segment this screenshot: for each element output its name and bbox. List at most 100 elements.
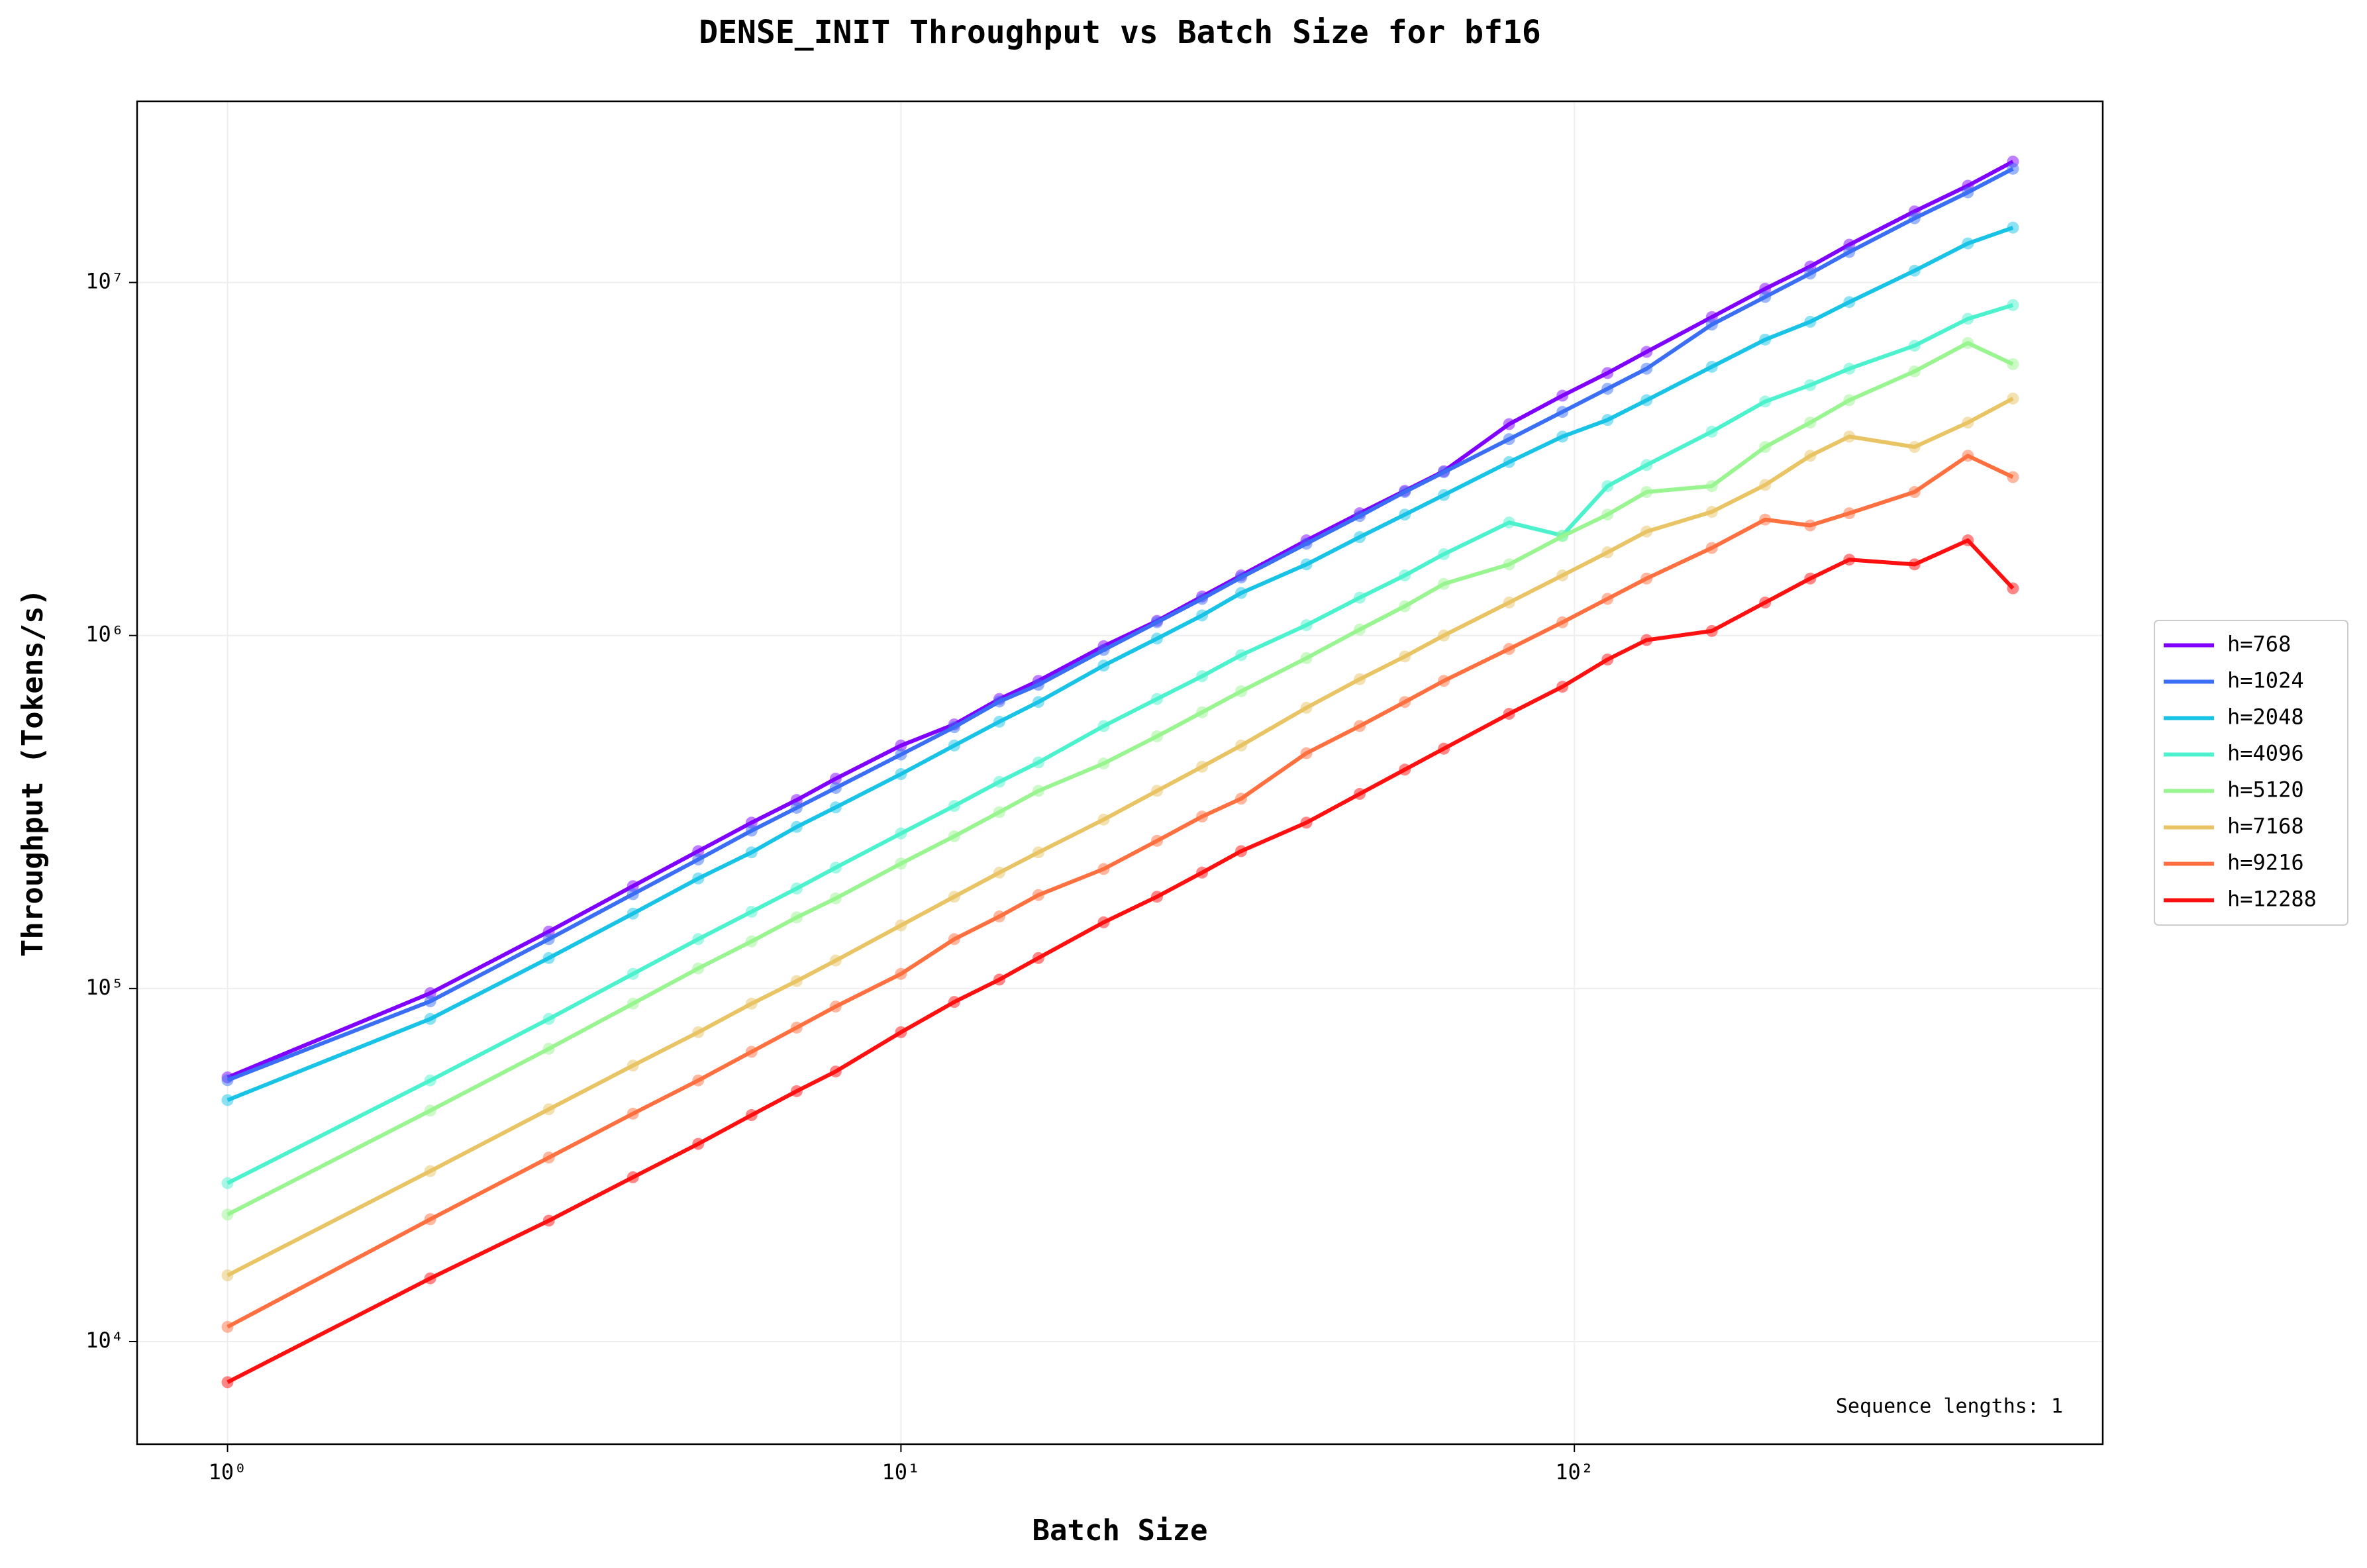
data-point (1908, 264, 1921, 277)
data-point (1354, 623, 1366, 636)
data-point (1601, 509, 1614, 521)
annotation: Sequence lengths: 1 (1836, 1395, 2063, 1418)
data-point (1097, 863, 1110, 875)
data-point (627, 888, 639, 901)
data-point (1640, 362, 1653, 375)
data-point (542, 1214, 555, 1227)
data-point (1759, 291, 1772, 303)
data-point (1759, 513, 1772, 526)
data-point (1640, 459, 1653, 471)
data-point (1196, 670, 1209, 683)
data-point (829, 1001, 842, 1013)
data-point (627, 967, 639, 980)
data-point (1503, 558, 1515, 571)
data-point (1804, 379, 1817, 391)
data-point (790, 820, 803, 833)
data-point (1556, 430, 1569, 443)
data-point (1300, 701, 1313, 714)
data-point (993, 775, 1005, 788)
data-point (424, 1074, 436, 1087)
data-point (2007, 392, 2019, 405)
data-point (1196, 593, 1209, 605)
data-point (1843, 394, 1856, 407)
data-point (1097, 758, 1110, 770)
data-point (1300, 816, 1313, 829)
data-point (1150, 730, 1163, 743)
data-point (1640, 346, 1653, 358)
data-point (829, 954, 842, 967)
data-point (1640, 572, 1653, 585)
data-point (1908, 441, 1921, 454)
data-point (790, 1021, 803, 1034)
data-point (1843, 554, 1856, 566)
series-line (227, 167, 2014, 1083)
legend-label: h=4096 (2227, 741, 2304, 766)
data-point (1705, 624, 1718, 637)
data-point (1843, 430, 1856, 443)
data-point (2007, 221, 2019, 234)
data-point (627, 1107, 639, 1120)
data-point (1235, 685, 1248, 697)
data-point (1196, 760, 1209, 773)
data-point (1354, 510, 1366, 522)
data-point (1150, 785, 1163, 797)
data-point (1300, 747, 1313, 760)
data-point (1354, 673, 1366, 685)
data-point (221, 1074, 234, 1087)
data-point (1759, 441, 1772, 454)
data-point (745, 997, 758, 1010)
data-point (1399, 763, 1411, 776)
data-point (790, 1085, 803, 1097)
data-point (1399, 600, 1411, 612)
data-point (1032, 756, 1044, 769)
data-point (221, 1376, 234, 1389)
data-point (1705, 318, 1718, 331)
data-point (1705, 425, 1718, 438)
y-tick-label: 10⁵ (85, 975, 124, 1000)
data-point (1399, 650, 1411, 663)
data-point (424, 1213, 436, 1226)
data-point (1150, 616, 1163, 628)
x-tick-label: 10⁰ (209, 1459, 247, 1485)
data-point (1843, 296, 1856, 309)
data-point (1300, 558, 1313, 571)
series-line (227, 454, 2014, 1329)
data-point (1705, 542, 1718, 554)
y-tick-label: 10⁴ (85, 1328, 124, 1353)
legend-label: h=9216 (2227, 850, 2304, 875)
data-point (829, 1065, 842, 1078)
data-point (1399, 509, 1411, 521)
data-point (424, 995, 436, 1008)
data-point (1601, 383, 1614, 395)
data-point (1804, 450, 1817, 462)
data-point (829, 892, 842, 905)
data-point (895, 748, 907, 761)
data-point (1556, 406, 1569, 418)
data-point (1354, 787, 1366, 800)
data-point (1399, 569, 1411, 581)
data-point (895, 919, 907, 932)
data-point (1399, 486, 1411, 499)
data-point (993, 973, 1005, 986)
data-point (1235, 739, 1248, 752)
data-point (1438, 466, 1450, 479)
data-point (1705, 360, 1718, 373)
data-point (948, 933, 960, 946)
data-point (1640, 525, 1653, 538)
data-point (2007, 162, 2019, 175)
x-tick-label: 10² (1555, 1459, 1593, 1485)
legend-label: h=12288 (2227, 887, 2317, 912)
data-point (895, 858, 907, 870)
data-point (1908, 486, 1921, 499)
data-point (1399, 696, 1411, 709)
data-point (1759, 395, 1772, 408)
data-point (1503, 516, 1515, 529)
data-point (1962, 534, 1974, 547)
data-point (1759, 283, 1772, 295)
data-point (692, 872, 705, 885)
data-point (948, 891, 960, 903)
data-point (2007, 358, 2019, 370)
data-point (692, 962, 705, 975)
data-point (745, 1046, 758, 1058)
